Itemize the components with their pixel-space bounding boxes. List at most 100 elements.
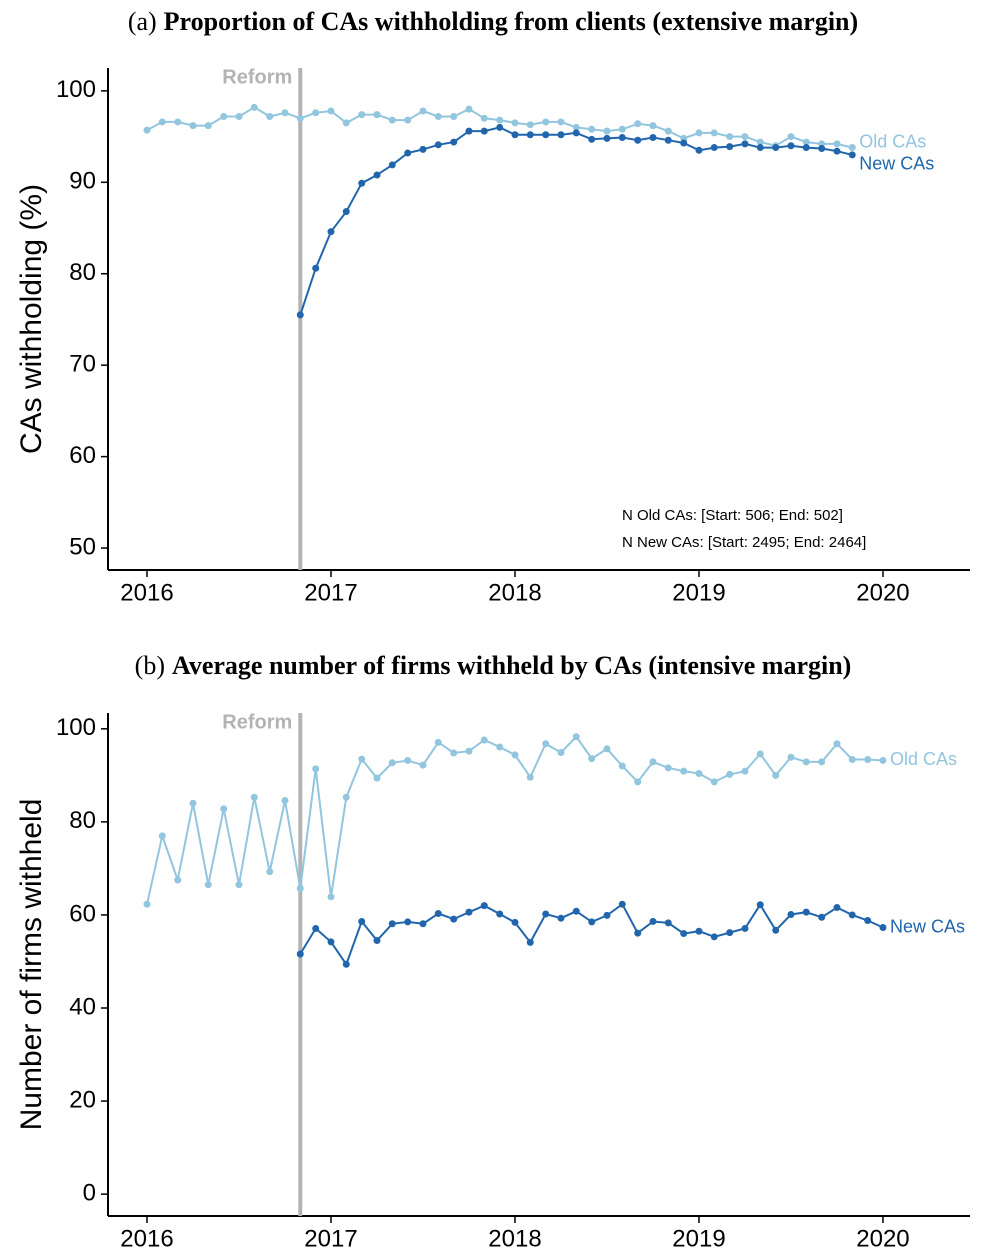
- data-point: [526, 121, 534, 129]
- data-point: [143, 900, 151, 908]
- y-tick-label: 0: [83, 1179, 96, 1206]
- data-point: [603, 127, 611, 135]
- data-point: [833, 147, 841, 155]
- data-point: [649, 758, 657, 766]
- data-point: [312, 109, 320, 117]
- data-point: [342, 793, 350, 801]
- data-point: [680, 930, 688, 938]
- data-point: [848, 756, 856, 764]
- data-point: [726, 929, 734, 937]
- data-point: [327, 228, 335, 236]
- data-point: [864, 756, 872, 764]
- y-tick-label: 100: [56, 76, 96, 103]
- data-point: [388, 920, 396, 928]
- data-point: [480, 902, 488, 910]
- data-point: [710, 778, 718, 786]
- data-point: [603, 134, 611, 142]
- data-point: [419, 920, 427, 928]
- data-point: [526, 131, 534, 139]
- data-point: [634, 136, 642, 144]
- data-point: [496, 123, 504, 131]
- series-line: [299, 126, 853, 316]
- data-point: [542, 118, 550, 126]
- data-point: [618, 133, 626, 141]
- data-point: [879, 756, 887, 764]
- data-point: [542, 131, 550, 139]
- reference-label: Reform: [222, 711, 292, 733]
- data-point: [404, 918, 412, 926]
- x-tick-label: 2020: [856, 579, 909, 606]
- data-point: [266, 112, 274, 120]
- data-point: [557, 131, 565, 139]
- data-point: [373, 111, 381, 119]
- data-point: [557, 914, 565, 922]
- data-point: [664, 136, 672, 144]
- data-point: [312, 765, 320, 773]
- data-point: [388, 161, 396, 169]
- data-point: [496, 910, 504, 918]
- y-tick-label: 40: [69, 993, 96, 1020]
- data-point: [649, 133, 657, 141]
- y-tick-label: 80: [69, 807, 96, 834]
- data-point: [174, 118, 182, 126]
- data-point: [710, 144, 718, 152]
- data-point: [634, 120, 642, 128]
- data-point: [373, 171, 381, 179]
- data-point: [664, 919, 672, 927]
- data-point: [296, 114, 304, 122]
- data-point: [664, 764, 672, 772]
- data-point: [787, 753, 795, 761]
- x-tick-label: 2016: [120, 579, 173, 606]
- data-point: [220, 112, 228, 120]
- x-tick-label: 2018: [488, 579, 541, 606]
- x-tick-label: 2016: [120, 1225, 173, 1252]
- data-point: [419, 761, 427, 769]
- data-point: [542, 740, 550, 748]
- data-point: [511, 751, 519, 759]
- data-point: [480, 127, 488, 135]
- x-tick-label: 2020: [856, 1225, 909, 1252]
- data-point: [649, 122, 657, 130]
- data-point: [404, 149, 412, 157]
- data-point: [634, 778, 642, 786]
- data-point: [373, 774, 381, 782]
- x-tick-label: 2019: [672, 1225, 725, 1252]
- data-point: [143, 126, 151, 134]
- series-label: New CAs: [859, 154, 934, 174]
- data-point: [603, 745, 611, 753]
- data-point: [634, 929, 642, 937]
- data-point: [618, 125, 626, 133]
- y-axis-label: Number of firms withheld: [15, 799, 48, 1131]
- y-tick-label: 60: [69, 900, 96, 927]
- data-point: [450, 112, 458, 120]
- data-point: [848, 144, 856, 152]
- data-point: [358, 111, 366, 119]
- data-point: [266, 868, 274, 876]
- data-point: [756, 901, 764, 909]
- data-point: [741, 133, 749, 141]
- data-point: [572, 733, 580, 741]
- data-point: [802, 758, 810, 766]
- data-point: [511, 918, 519, 926]
- data-point: [726, 143, 734, 151]
- data-point: [772, 144, 780, 152]
- data-point: [787, 910, 795, 918]
- y-tick-label: 50: [69, 533, 96, 560]
- data-point: [296, 950, 304, 958]
- data-point: [358, 917, 366, 925]
- data-point: [588, 135, 596, 143]
- data-point: [358, 755, 366, 763]
- data-point: [756, 138, 764, 146]
- data-point: [802, 144, 810, 152]
- data-point: [848, 911, 856, 919]
- data-point: [710, 129, 718, 137]
- data-point: [480, 736, 488, 744]
- data-point: [741, 767, 749, 775]
- data-point: [434, 910, 442, 918]
- data-point: [296, 884, 304, 892]
- data-point: [664, 127, 672, 135]
- data-point: [388, 759, 396, 767]
- data-point: [404, 116, 412, 124]
- data-point: [250, 103, 258, 111]
- data-point: [419, 145, 427, 153]
